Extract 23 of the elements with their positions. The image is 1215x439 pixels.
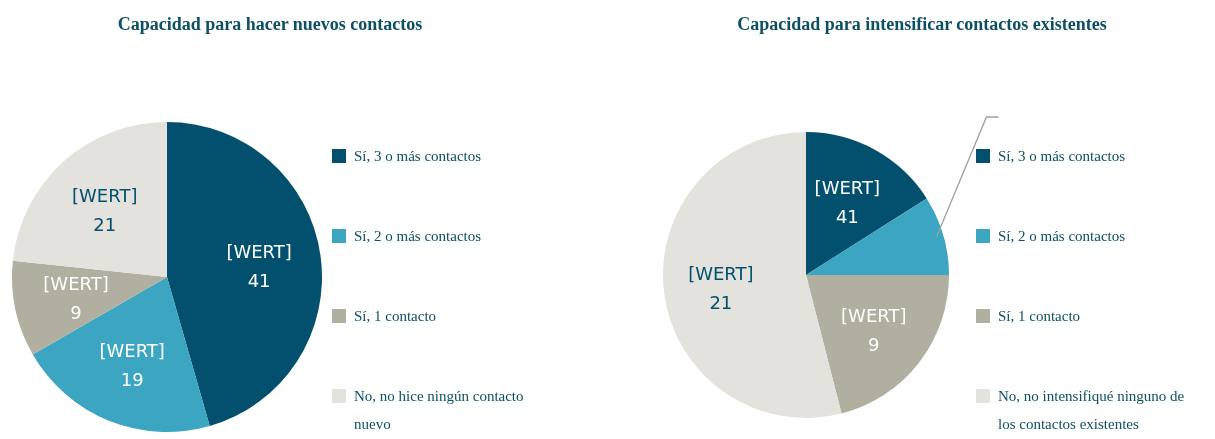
text: [WERT] 21 [688,262,754,313]
data-label: [WERT] 21 [72,184,138,235]
data-label: [WERT] 41 [226,241,292,292]
data-label: [WERT] 19 [99,340,165,391]
legend-label: Sí, 2 o más contactos [998,228,1126,244]
text: [WERT] 9 [841,304,907,355]
legend-label: No, no hice ningún contacto nuevo [354,388,524,432]
legend-label: Sí, 3 o más contactos [354,148,482,164]
legend-label: No, no intensifiqué ninguno de los contactos existentes [998,388,1185,432]
pie-slice [32,277,210,432]
pie-slice [167,122,322,426]
legend-label: Sí, 3 o más contactos [998,148,1126,164]
pie-slice [806,275,949,414]
legend-label: Sí, 1 contacto [998,308,1081,324]
text: [WERT] 41 [814,176,881,227]
pie-slice [806,198,949,275]
data-label: [WERT] 9 [43,273,109,324]
pie-slice [806,132,927,275]
pie-slice [12,122,167,277]
legend-label: Sí, 1 contacto [354,308,437,324]
legend-label: Sí, 2 o más contactos [354,228,482,244]
chart-title: Capacidad para hacer nuevos contactos [117,14,423,34]
chart-title: Capacidad para intensificar contactos existentes [737,14,1107,34]
